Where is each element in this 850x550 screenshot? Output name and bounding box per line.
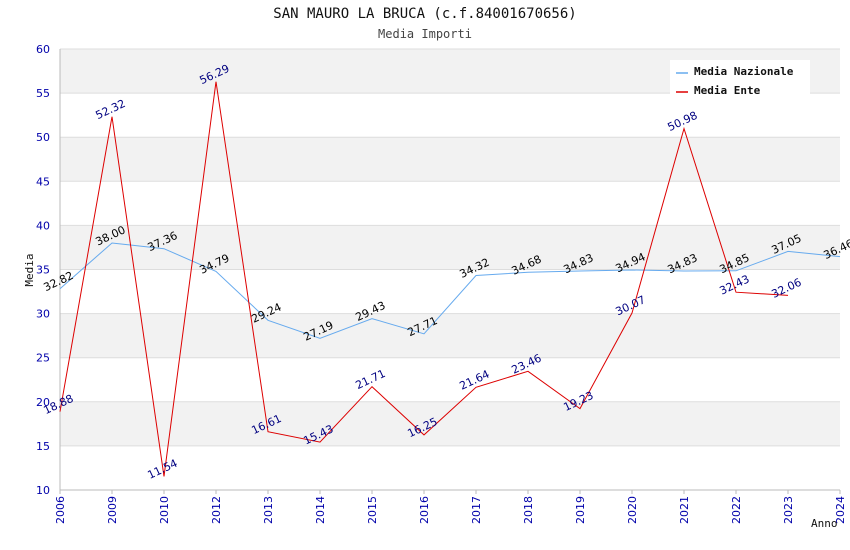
x-tick-label: 2017	[470, 496, 483, 524]
grid-band	[60, 401, 840, 446]
chart-title: SAN MAURO LA BRUCA (c.f.84001670656)	[273, 6, 577, 22]
y-tick-label: 15	[36, 440, 50, 453]
series-line-media-ente	[59, 81, 789, 477]
legend-label-ente: Media Ente	[694, 84, 761, 97]
y-axis-title: Media	[23, 253, 36, 286]
y-tick-label: 55	[36, 87, 50, 100]
x-tick-label: 2010	[158, 496, 171, 524]
y-tick-label: 60	[36, 43, 50, 56]
x-tick-label: 2020	[626, 496, 639, 524]
data-label: 50.98	[665, 109, 699, 134]
data-label: 32.06	[769, 276, 803, 301]
x-tick-label: 2015	[366, 496, 379, 524]
y-tick-label: 20	[36, 396, 50, 409]
x-tick-label: 2024	[834, 496, 847, 524]
x-tick-label: 2018	[522, 496, 535, 524]
x-axis-title: Anno	[811, 517, 838, 530]
y-tick-label: 45	[36, 175, 50, 188]
grid-band	[60, 137, 840, 182]
x-tick-label: 2023	[782, 496, 795, 524]
x-tick-label: 2006	[54, 496, 67, 524]
grid-band	[60, 313, 840, 358]
legend-label-nazionale: Media Nazionale	[694, 65, 794, 78]
chart-subtitle: Media Importi	[378, 27, 472, 41]
legend: Media Nazionale Media Ente	[670, 60, 810, 100]
series-line-media-nazionale	[59, 242, 841, 339]
y-tick-label: 10	[36, 484, 50, 497]
x-tick-label: 2022	[730, 496, 743, 524]
y-tick-label: 25	[36, 352, 50, 365]
y-tick-label: 35	[36, 264, 50, 277]
x-tick-label: 2014	[314, 496, 327, 524]
x-tick-label: 2009	[106, 496, 119, 524]
x-tick-label: 2013	[262, 496, 275, 524]
x-tick-label: 2019	[574, 496, 587, 524]
data-label: 52.32	[93, 97, 127, 122]
x-tick-label: 2016	[418, 496, 431, 524]
y-tick-label: 50	[36, 131, 50, 144]
y-tick-label: 40	[36, 219, 50, 232]
grid-band	[60, 225, 840, 270]
y-tick-label: 30	[36, 308, 50, 321]
x-tick-label: 2012	[210, 496, 223, 524]
data-label: 11.54	[145, 457, 179, 482]
x-tick-label: 2021	[678, 496, 691, 524]
